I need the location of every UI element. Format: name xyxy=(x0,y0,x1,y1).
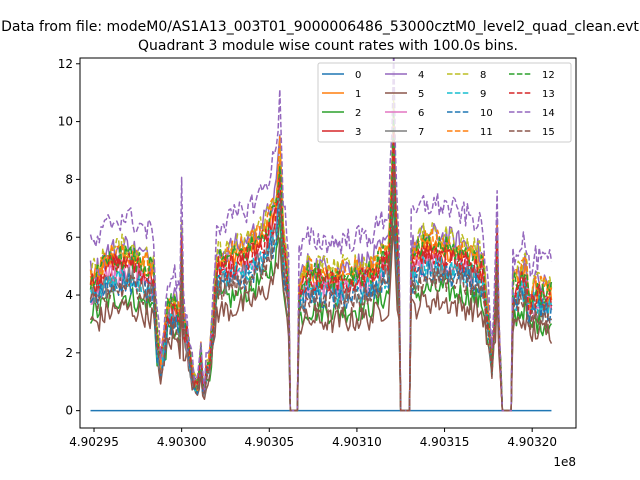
chart-title: Quadrant 3 module wise count rates with … xyxy=(138,38,518,54)
y-axis: 0 2 4 6 8 10 12 xyxy=(58,57,80,418)
series-line-15 xyxy=(89,168,553,412)
axes-frame xyxy=(79,57,577,429)
x-tick-label: 4.90320 xyxy=(507,435,557,449)
y-tick-label: 0 xyxy=(65,404,73,418)
legend-label-14: 14 xyxy=(542,108,555,119)
y-tick-label: 2 xyxy=(65,346,73,360)
x-tick-label: 4.90295 xyxy=(69,435,119,449)
legend-label-2: 2 xyxy=(355,108,361,119)
x-axis-offset-label: 1e8 xyxy=(553,455,576,469)
y-tick-label: 10 xyxy=(58,115,73,129)
y-tick-label: 6 xyxy=(65,230,73,244)
series-line-10 xyxy=(89,152,553,412)
y-tick-label: 12 xyxy=(58,57,73,71)
figure-suptitle: Data from file: modeM0/AS1A13_003T01_900… xyxy=(1,19,639,35)
legend-label-9: 9 xyxy=(480,89,486,100)
x-axis: 4.90295 4.90300 4.90305 4.90310 4.90315 4.903… xyxy=(69,428,557,449)
legend-label-8: 8 xyxy=(480,70,486,81)
legend-label-6: 6 xyxy=(418,108,424,119)
legend-label-15: 15 xyxy=(542,127,555,138)
legend-label-0: 0 xyxy=(355,70,361,81)
legend-label-13: 13 xyxy=(542,89,555,100)
y-tick-label: 4 xyxy=(65,288,73,302)
x-tick-label: 4.90305 xyxy=(244,435,294,449)
legend-label-3: 3 xyxy=(355,127,361,138)
y-tick-label: 8 xyxy=(65,172,73,186)
x-tick-label: 4.90315 xyxy=(420,435,470,449)
series-line-12 xyxy=(89,110,553,412)
x-tick-label: 4.90300 xyxy=(157,435,207,449)
series-line-13 xyxy=(89,130,553,412)
legend-label-11: 11 xyxy=(480,127,493,138)
legend-label-5: 5 xyxy=(418,89,424,100)
legend-label-10: 10 xyxy=(480,108,493,119)
series-layer xyxy=(89,58,553,412)
x-tick-label: 4.90310 xyxy=(332,435,382,449)
legend-label-7: 7 xyxy=(418,127,424,138)
legend-label-1: 1 xyxy=(355,89,361,100)
legend-frame xyxy=(317,62,572,143)
series-line-8 xyxy=(89,93,553,412)
legend-label-4: 4 xyxy=(418,70,424,81)
series-line-14 xyxy=(89,58,553,412)
series-line-5 xyxy=(89,225,553,412)
legend-label-12: 12 xyxy=(542,70,555,81)
